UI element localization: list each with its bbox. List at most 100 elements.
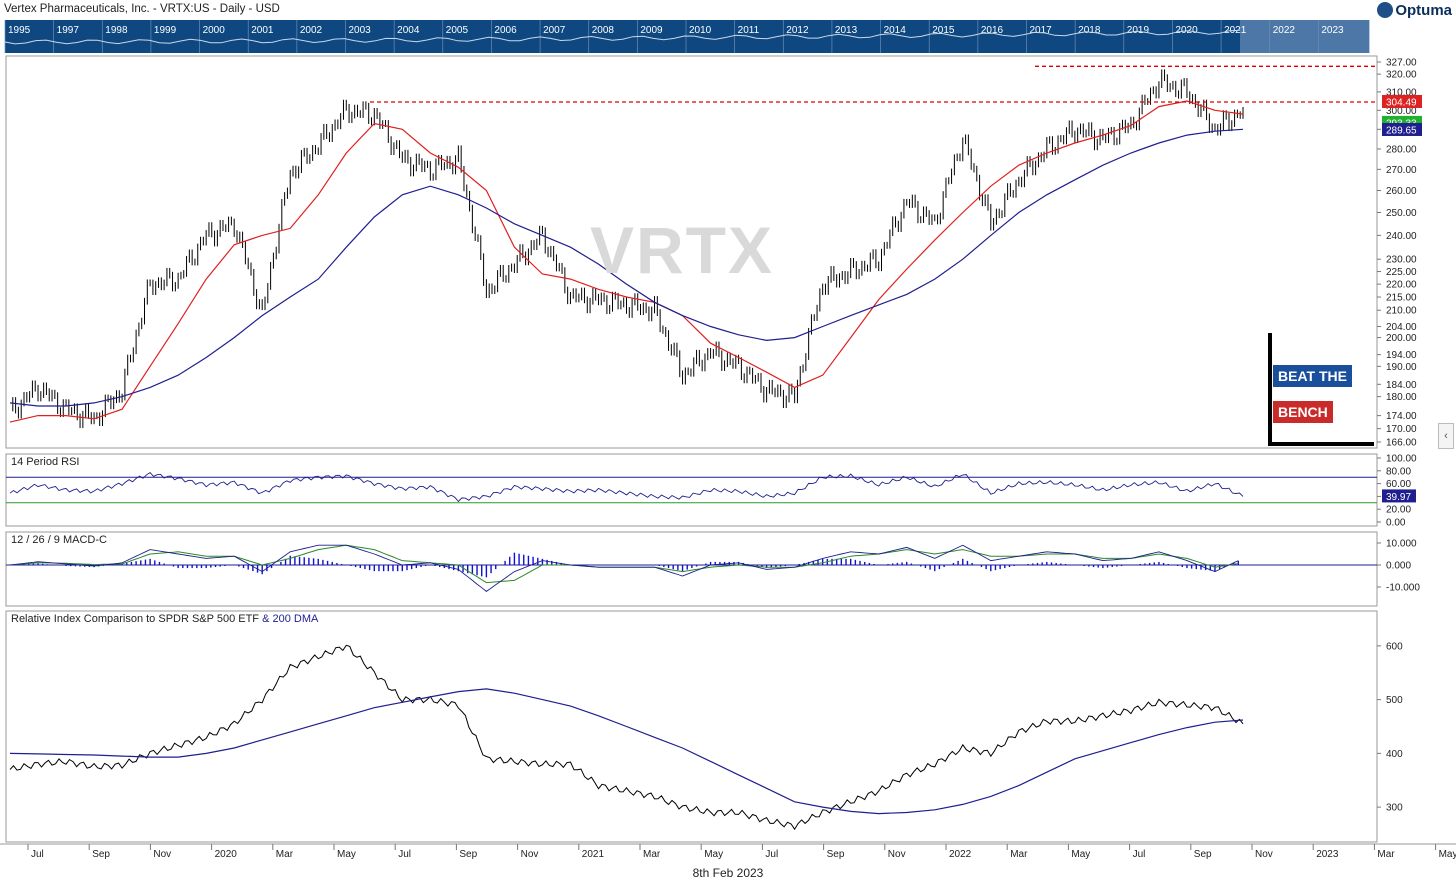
overview-year-label: 2011 [738, 25, 760, 36]
x-tick-label: 2020 [215, 849, 238, 860]
panel-frame-rel [5, 610, 1378, 843]
overview-year-label: 2008 [592, 25, 615, 36]
macd-y-tick-label: 0.000 [1386, 561, 1411, 572]
price-y-tick-label: 280.00 [1386, 144, 1417, 155]
ma50-line [9, 100, 1244, 423]
x-tick-label: Mar [276, 849, 294, 860]
price-label: 289.65 [1386, 125, 1417, 136]
macd-signal-line [9, 544, 1239, 584]
x-tick-label: Mar [1377, 849, 1395, 860]
relative-200dma-line [9, 688, 1244, 815]
overview-year-label: 2004 [397, 25, 420, 36]
x-tick-label: Nov [153, 849, 171, 860]
x-tick-label: Jul [398, 849, 411, 860]
macd-y-tick-label: -10.000 [1386, 583, 1420, 594]
price-y-tick-label: 174.00 [1386, 411, 1417, 422]
overview-year-label: 2014 [884, 25, 907, 36]
x-tick-label: Nov [1255, 849, 1273, 860]
x-tick-label: Nov [521, 849, 539, 860]
price-y-tick-label: 225.00 [1386, 267, 1417, 278]
price-y-tick-label: 310.00 [1386, 87, 1417, 98]
relative-panel-title: Relative Index Comparison to SPDR S&P 50… [11, 613, 319, 625]
rsi-y-tick-label: 0.00 [1386, 518, 1406, 529]
x-tick-label: Jul [1133, 849, 1146, 860]
macd-panel-title: 12 / 26 / 9 MACD-C [11, 534, 107, 546]
overview-year-label: 2015 [932, 25, 955, 36]
x-tick-label: 2022 [949, 849, 972, 860]
macd-line [9, 544, 1239, 592]
price-y-tick-label: 230.00 [1386, 255, 1417, 266]
ma200-line [9, 128, 1244, 407]
overview-year-label: 2005 [446, 25, 469, 36]
x-tick-label: Jul [31, 849, 44, 860]
optuma-logo: Optuma [1377, 2, 1452, 19]
overview-future-shade [1240, 20, 1370, 53]
price-y-tick-label: 320.00 [1386, 70, 1417, 81]
overview-year-label: 2006 [494, 25, 517, 36]
overview-year-label: 2002 [300, 25, 323, 36]
x-tick-label: May [1071, 849, 1090, 860]
price-y-tick-label: 240.00 [1386, 231, 1417, 242]
price-y-tick-label: 220.00 [1386, 280, 1417, 291]
x-tick-label: May [337, 849, 356, 860]
price-y-tick-label: 184.00 [1386, 380, 1417, 391]
price-y-tick-label: 190.00 [1386, 362, 1417, 373]
footer-date: 8th Feb 2023 [692, 866, 764, 880]
rsi-panel-title: 14 Period RSI [11, 456, 80, 468]
price-label-box [1382, 94, 1422, 108]
rel-y-tick-label: 300 [1386, 803, 1403, 814]
overview-year-label: 2023 [1321, 25, 1344, 36]
price-y-tick-label: 215.00 [1386, 293, 1417, 304]
overview-line [4, 29, 1241, 45]
x-tick-label: May [1439, 849, 1456, 860]
rel-y-tick-label: 400 [1386, 749, 1403, 760]
panel-frame-macd [5, 531, 1378, 607]
ticker-watermark: VRTX [590, 213, 775, 287]
overview-year-label: 2000 [203, 25, 226, 36]
rel-y-tick-label: 500 [1386, 695, 1403, 706]
beat-the-bench-badge: BEAT THE BENCH [1268, 333, 1378, 448]
overview-year-label: 2010 [689, 25, 712, 36]
x-tick-label: Mar [1010, 849, 1028, 860]
badge-line1: BEAT THE [1273, 365, 1352, 387]
overview-year-label: 2007 [543, 25, 566, 36]
rsi-y-tick-label: 100.00 [1386, 454, 1417, 465]
macd-y-tick-label: 10.000 [1386, 539, 1417, 550]
overview-year-label: 2009 [640, 25, 663, 36]
price-y-tick-label: 270.00 [1386, 165, 1417, 176]
price-label-box [1382, 122, 1422, 136]
price-y-tick-label: 180.00 [1386, 392, 1417, 403]
x-tick-label: Mar [643, 849, 661, 860]
price-y-tick-label: 327.00 [1386, 58, 1417, 69]
x-tick-label: Jul [765, 849, 778, 860]
x-tick-label: 2021 [582, 849, 605, 860]
x-tick-label: Nov [888, 849, 906, 860]
badge-line2: BENCH [1273, 401, 1333, 423]
overview-year-label: 1997 [57, 25, 80, 36]
price-label: 304.49 [1386, 97, 1417, 108]
overview-year-label: 2017 [1030, 25, 1053, 36]
rsi-last-box [1382, 489, 1416, 503]
rsi-y-tick-label: 80.00 [1386, 466, 1411, 477]
optuma-logo-icon [1377, 2, 1394, 18]
rsi-y-tick-label: 20.00 [1386, 505, 1411, 516]
rel-y-tick-label: 600 [1386, 641, 1403, 652]
rsi-y-tick-label: 60.00 [1386, 479, 1411, 490]
price-y-tick-label: 250.00 [1386, 208, 1417, 219]
overview-year-label: 1995 [8, 25, 31, 36]
price-y-tick-label: 166.00 [1386, 438, 1417, 449]
x-tick-label: Sep [459, 849, 477, 860]
rsi-line [9, 472, 1244, 503]
x-tick-label: 2023 [1316, 849, 1339, 860]
price-y-tick-label: 194.00 [1386, 350, 1417, 361]
overview-year-label: 2001 [251, 25, 274, 36]
price-y-tick-label: 200.00 [1386, 333, 1417, 344]
x-tick-label: Sep [92, 849, 110, 860]
overview-year-label: 2019 [1127, 25, 1150, 36]
overview-year-label: 2018 [1078, 25, 1101, 36]
chevron-left-icon[interactable]: ‹ [1438, 423, 1454, 449]
price-y-tick-label: 260.00 [1386, 186, 1417, 197]
rsi-last-label: 39.97 [1386, 492, 1411, 503]
overview-year-label: 2003 [349, 25, 372, 36]
